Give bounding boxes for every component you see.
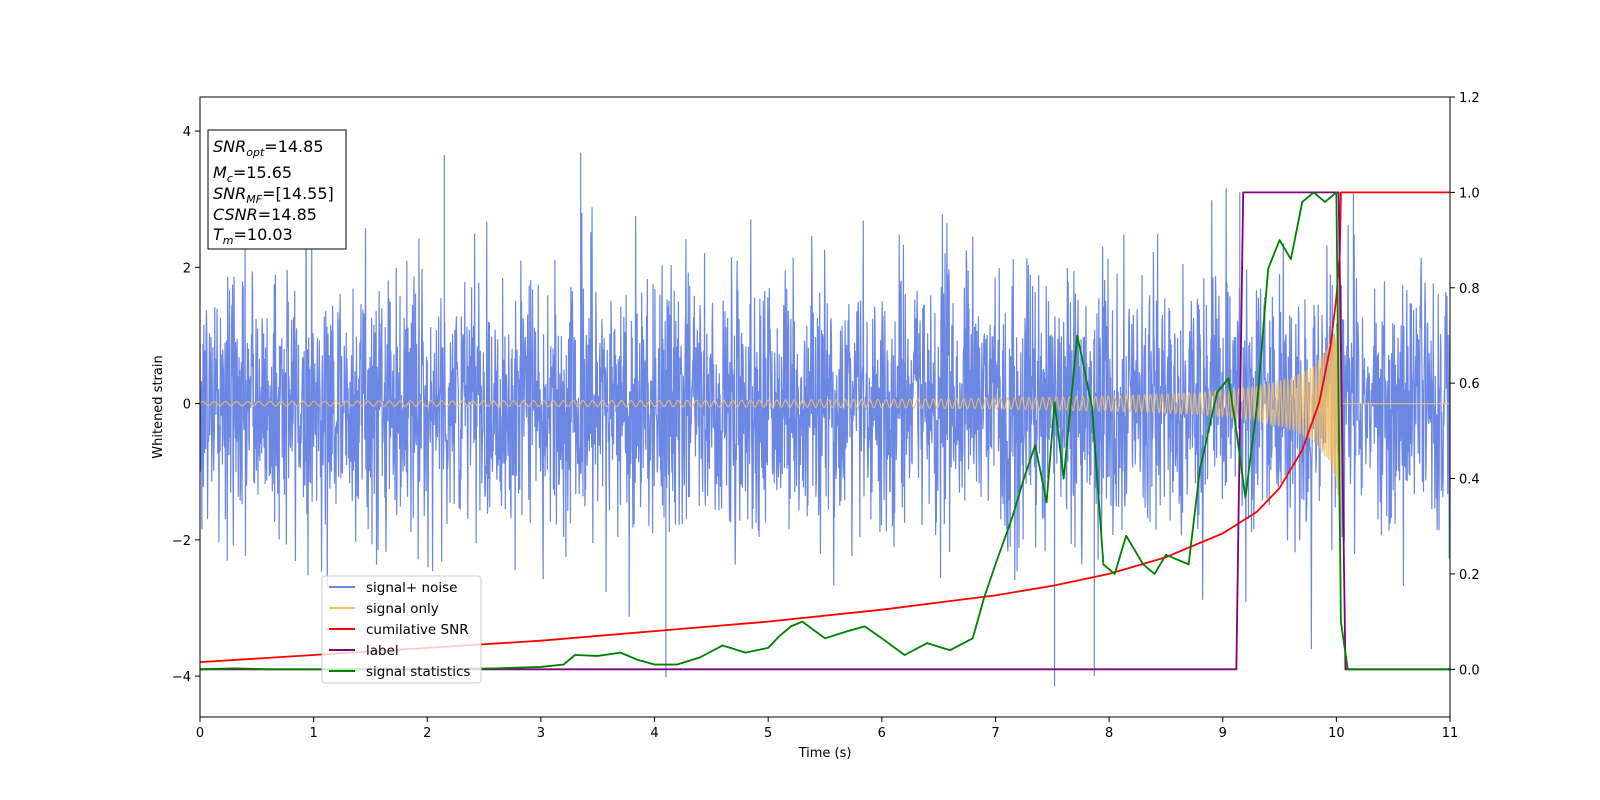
- info-csnr: CSNR=14.85: [213, 205, 317, 224]
- y-tick-label: 2: [183, 261, 191, 276]
- info-box: SNRopt=14.85 Mc=15.65 SNRMF=[14.55] CSNR…: [207, 129, 347, 250]
- x-tick-label: 4: [650, 726, 658, 741]
- x-tick-label: 7: [991, 726, 999, 741]
- info-snr-opt: SNRopt=14.85: [213, 137, 324, 159]
- y2-tick-label: 1.0: [1459, 186, 1480, 201]
- legend-frame: [321, 575, 482, 684]
- y2-tick-label: 0.8: [1459, 282, 1480, 297]
- y-tick-label: −2: [172, 534, 191, 549]
- x-tick-label: 3: [537, 726, 545, 741]
- plot-frame: [199, 96, 1451, 718]
- x-tick-label: 8: [1105, 726, 1113, 741]
- series-cumilative-snr-line: [200, 191, 1450, 664]
- legend-label: signal+ noise: [366, 580, 457, 596]
- y2-tick-label: 0.6: [1459, 377, 1480, 392]
- info-mc: Mc=15.65: [213, 163, 292, 185]
- legend-label: signal only: [366, 601, 439, 617]
- series-signal-statistics-line: [200, 191, 1450, 671]
- x-axis-label: Time (s): [798, 746, 852, 761]
- x-tick-label: 1: [309, 726, 317, 741]
- y2-tick-label: 0.2: [1459, 568, 1480, 583]
- series-signal-noise-line: [200, 152, 1450, 687]
- x-tick-label: 0: [196, 726, 204, 741]
- legend-label: cumilative SNR: [366, 622, 469, 638]
- legend-items: signal+ noise signal only cumilative SNR la…: [329, 580, 470, 680]
- series-layer: [200, 152, 1450, 687]
- y2-tick-label: 1.2: [1459, 91, 1480, 106]
- info-box-frame: [207, 129, 347, 250]
- legend: signal+ noise signal only cumilative SNR la…: [321, 575, 482, 684]
- x-tick-label: 9: [1219, 726, 1227, 741]
- legend-label: signal statistics: [366, 664, 470, 680]
- legend-label: label: [366, 643, 399, 659]
- y-axis: −4 −2 0 2 4: [172, 125, 200, 685]
- y-axis-label: Whitened strain: [151, 355, 166, 458]
- series-signal-only-line: [200, 278, 1450, 529]
- x-axis: 0 1 2 3 4 5 6 7 8 9 10 11: [196, 717, 1458, 741]
- x-tick-label: 2: [423, 726, 431, 741]
- info-snr-mf: SNRMF=[14.55]: [213, 184, 334, 206]
- y2-axis-right: 0.0 0.2 0.4 0.6 0.8 1.0 1.2: [1450, 91, 1480, 678]
- info-tm: Tm=10.03: [213, 225, 293, 247]
- y-tick-label: −4: [172, 670, 191, 685]
- y2-tick-label: 0.4: [1459, 473, 1480, 488]
- x-tick-label: 5: [764, 726, 772, 741]
- x-tick-label: 10: [1328, 726, 1345, 741]
- x-tick-label: 11: [1442, 726, 1459, 741]
- y2-tick-label: 0.0: [1459, 663, 1480, 678]
- x-tick-label: 6: [878, 726, 886, 741]
- y-tick-label: 0: [183, 398, 191, 413]
- y-tick-label: 4: [183, 125, 191, 140]
